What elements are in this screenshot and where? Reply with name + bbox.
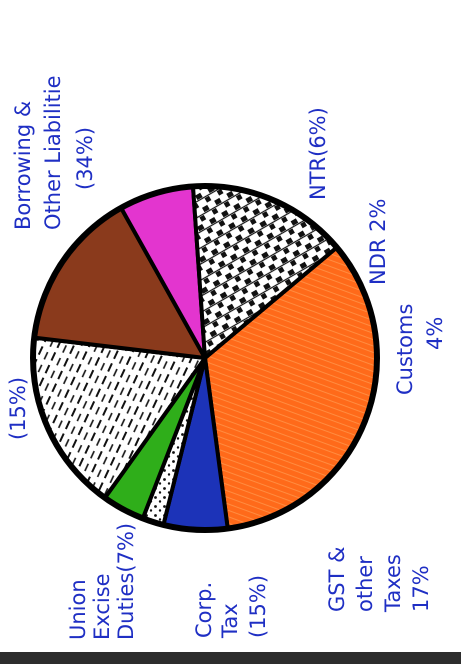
label-line: Duties(7%) (114, 523, 138, 640)
label-line: Other Liabilitie (41, 75, 65, 230)
svg-text:Borrowing &: Borrowing & (11, 101, 35, 230)
slice-label-checker: (15%) (6, 377, 30, 440)
slice-label-gst: GST & other Taxes 17% (325, 547, 433, 613)
slice-label-borrowing: Borrowing & Other Liabilitie (34%) (11, 75, 97, 230)
slice-label-corp-tax: Corp. Tax (15%) (192, 575, 270, 639)
label-line: (15%) (6, 377, 30, 440)
slice-label-ntr: NTR(6%) (306, 107, 330, 200)
label-line: other (353, 556, 377, 612)
label-line: NTR(6%) (306, 107, 330, 200)
label-line: 17% (409, 565, 433, 612)
label-line: Excise (90, 573, 114, 640)
label-line: Corp. (192, 582, 216, 638)
slice-label-customs: Customs 4% (393, 304, 447, 395)
label-line: Customs (393, 304, 417, 395)
label-line: Borrowing & (11, 101, 35, 230)
label-line: 4% (423, 317, 447, 350)
label-line: Tax (218, 603, 242, 639)
label-line: Union (66, 579, 90, 640)
bottom-edge (0, 652, 461, 664)
label-line: (15%) (246, 575, 270, 638)
svg-text:Other Liabilitie: Other Liabilitie (41, 75, 65, 230)
label-line: GST & (325, 547, 349, 612)
label-line: NDR 2% (366, 199, 390, 285)
slice-label-union-excise: Union Excise Duties(7%) (66, 523, 138, 640)
slice-label-ndr: NDR 2% (366, 199, 390, 285)
label-line: Taxes (381, 554, 405, 613)
label-line: (34%) (73, 127, 97, 190)
svg-text:(34%): (34%) (73, 127, 97, 190)
pie-outline (30, 183, 380, 533)
